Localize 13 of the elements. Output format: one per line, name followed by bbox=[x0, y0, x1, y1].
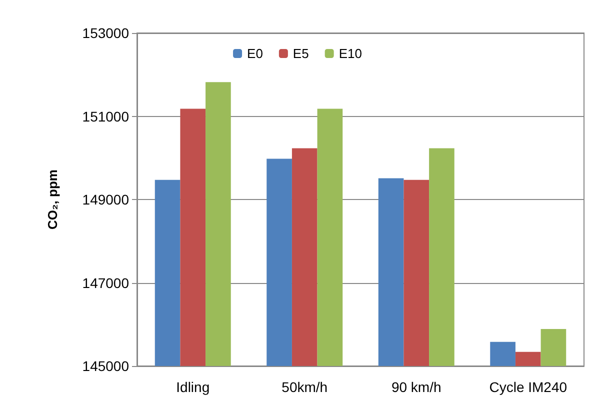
y-tick-label: 153000 bbox=[82, 25, 130, 41]
x-tick-label: 50km/h bbox=[282, 379, 328, 395]
x-tick-label: Cycle IM240 bbox=[489, 379, 568, 395]
x-tick-label: Idling bbox=[176, 379, 210, 395]
y-tick-label: 145000 bbox=[82, 358, 130, 374]
legend-label: E5 bbox=[292, 46, 309, 61]
x-tick-label: 90 km/h bbox=[391, 379, 442, 395]
legend-label: E0 bbox=[247, 46, 263, 61]
y-tick-label: 147000 bbox=[82, 274, 130, 291]
legend-label: E10 bbox=[338, 46, 362, 61]
y-tick-label: 149000 bbox=[82, 192, 130, 208]
y-axis-title: CO₂, ppm bbox=[45, 170, 60, 230]
y-tick-label: 151000 bbox=[82, 108, 130, 124]
